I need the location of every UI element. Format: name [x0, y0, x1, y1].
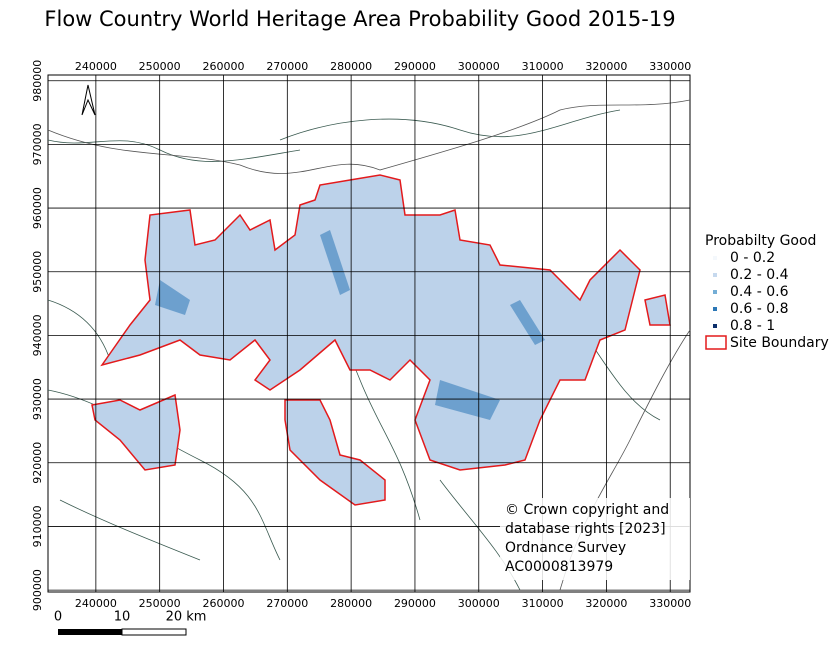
- y-tick-label: 950000: [31, 251, 44, 293]
- x-tick-label: 270000: [266, 597, 308, 610]
- legend-label: 0 - 0.2: [730, 250, 775, 266]
- map-title: Flow Country World Heritage Area Probabi…: [44, 7, 675, 31]
- x-tick-label: 290000: [394, 597, 436, 610]
- x-tick-label: 280000: [330, 60, 372, 73]
- scale-bar: 0 10 20 km: [54, 610, 207, 636]
- x-tick-label: 240000: [75, 597, 117, 610]
- legend-label: 0.2 - 0.4: [730, 267, 789, 283]
- y-tick-label: 940000: [31, 314, 44, 356]
- legend-label: 0.6 - 0.8: [730, 301, 788, 317]
- legend-label: 0.8 - 1: [730, 318, 775, 334]
- x-tick-label: 310000: [522, 597, 564, 610]
- scale-label: 0: [54, 610, 62, 625]
- x-tick-label: 290000: [394, 60, 436, 73]
- copyright-line: Ordnance Survey: [505, 540, 626, 556]
- x-tick-label: 330000: [649, 597, 691, 610]
- x-tick-label: 300000: [458, 60, 500, 73]
- y-tick-label: 970000: [31, 123, 44, 165]
- x-tick-label: 240000: [75, 60, 117, 73]
- legend-label: 0.4 - 0.6: [730, 284, 789, 300]
- y-tick-label: 910000: [31, 505, 44, 547]
- copyright-line: AC0000813979: [505, 559, 613, 575]
- legend-swatch: [713, 256, 717, 260]
- scale-segment: [121, 628, 187, 636]
- legend-swatch: [713, 307, 717, 311]
- legend-swatch: [713, 324, 717, 328]
- y-tick-label: 920000: [31, 442, 44, 484]
- x-tick-label: 320000: [585, 60, 627, 73]
- x-tick-label: 300000: [458, 597, 500, 610]
- x-tick-label: 320000: [585, 597, 627, 610]
- legend-label: Site Boundary: [730, 335, 829, 351]
- y-tick-label: 960000: [31, 187, 44, 229]
- scale-segment: [58, 629, 122, 635]
- scale-label: 10: [114, 610, 131, 625]
- x-tick-label: 260000: [202, 597, 244, 610]
- north-arrow: [81, 84, 96, 116]
- copyright-line: © Crown copyright and: [505, 502, 669, 518]
- x-tick-label: 280000: [330, 597, 372, 610]
- probability-texture: [155, 230, 545, 420]
- x-tick-label: 330000: [649, 60, 691, 73]
- x-tick-label: 270000: [266, 60, 308, 73]
- copyright-line: database rights [2023]: [505, 521, 666, 537]
- x-tick-label: 260000: [202, 60, 244, 73]
- legend-swatch: [713, 290, 717, 294]
- legend-title: Probabilty Good: [705, 233, 816, 249]
- y-tick-label: 900000: [31, 569, 44, 611]
- coastline: [47, 99, 691, 174]
- x-tick-label: 310000: [522, 60, 564, 73]
- legend-swatch: [713, 273, 717, 277]
- scale-label: 20 km: [166, 610, 207, 625]
- legend-swatch: [705, 335, 727, 350]
- y-tick-label: 980000: [31, 60, 44, 102]
- x-tick-label: 250000: [139, 597, 181, 610]
- x-tick-label: 250000: [139, 60, 181, 73]
- copyright-box: [500, 498, 690, 580]
- y-tick-label: 930000: [31, 378, 44, 420]
